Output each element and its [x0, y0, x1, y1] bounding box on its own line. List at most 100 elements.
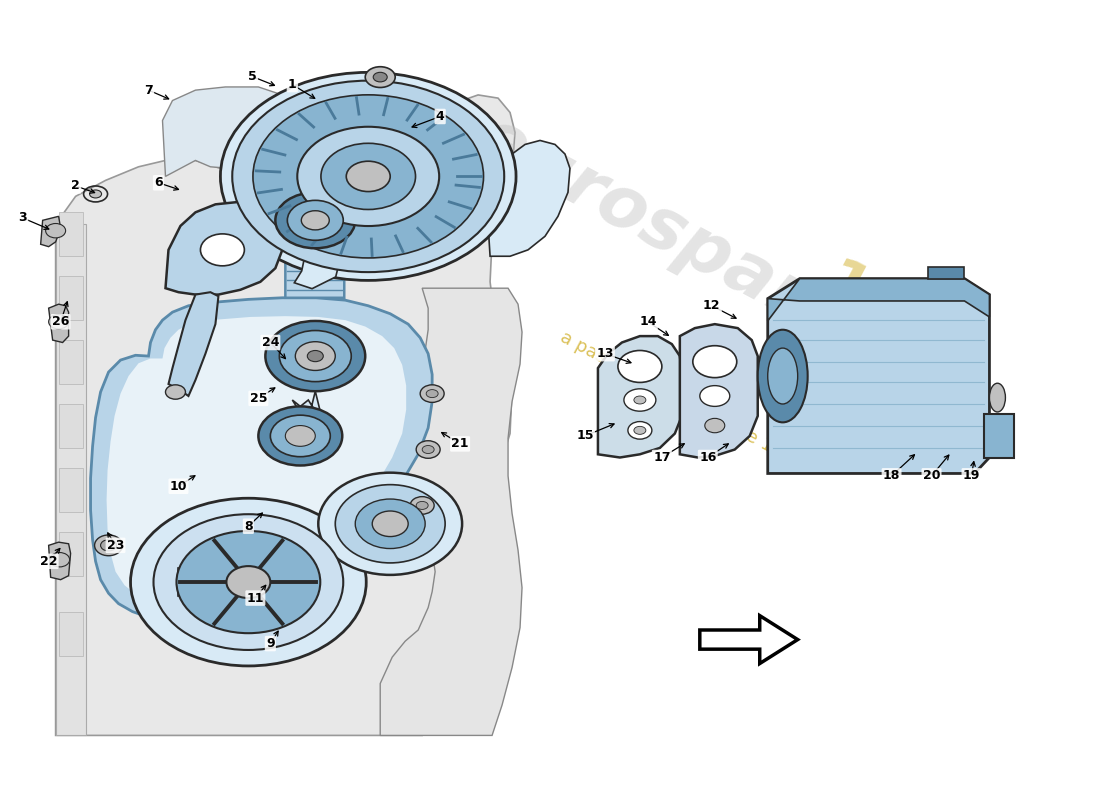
Polygon shape	[285, 222, 344, 298]
Ellipse shape	[100, 540, 117, 551]
Ellipse shape	[321, 143, 416, 210]
Ellipse shape	[165, 385, 186, 399]
Ellipse shape	[410, 497, 435, 514]
Polygon shape	[58, 276, 82, 320]
Ellipse shape	[758, 330, 807, 422]
Polygon shape	[700, 616, 798, 663]
Ellipse shape	[89, 190, 101, 198]
Text: 24: 24	[262, 336, 279, 349]
Ellipse shape	[336, 485, 446, 563]
Ellipse shape	[232, 81, 504, 272]
Text: 6: 6	[154, 176, 163, 190]
Ellipse shape	[426, 390, 438, 398]
Polygon shape	[58, 612, 82, 655]
Text: eurospares: eurospares	[464, 102, 900, 378]
Ellipse shape	[95, 535, 122, 556]
Ellipse shape	[131, 498, 366, 666]
Text: 1: 1	[288, 78, 297, 91]
Text: 5: 5	[248, 70, 256, 83]
Ellipse shape	[346, 162, 390, 191]
Text: 21: 21	[451, 438, 469, 450]
Ellipse shape	[768, 348, 798, 404]
Text: 2: 2	[72, 179, 80, 193]
Ellipse shape	[176, 531, 320, 633]
Ellipse shape	[693, 346, 737, 378]
Ellipse shape	[258, 406, 342, 466]
Text: 20: 20	[923, 470, 940, 482]
Text: 23: 23	[107, 539, 124, 552]
Polygon shape	[90, 298, 432, 620]
Ellipse shape	[634, 396, 646, 404]
Ellipse shape	[45, 223, 66, 238]
Text: 15: 15	[576, 430, 594, 442]
Polygon shape	[758, 366, 768, 394]
Ellipse shape	[48, 314, 68, 329]
Ellipse shape	[275, 192, 355, 248]
Polygon shape	[168, 292, 219, 396]
Ellipse shape	[628, 422, 652, 439]
Polygon shape	[768, 278, 989, 474]
Polygon shape	[984, 414, 1014, 458]
Ellipse shape	[297, 126, 439, 226]
Polygon shape	[58, 404, 82, 448]
Ellipse shape	[700, 386, 729, 406]
Ellipse shape	[365, 66, 395, 87]
Ellipse shape	[50, 553, 69, 567]
Polygon shape	[165, 202, 283, 294]
Ellipse shape	[634, 426, 646, 434]
Ellipse shape	[154, 514, 343, 650]
Polygon shape	[178, 568, 208, 597]
Ellipse shape	[618, 350, 662, 382]
Text: 8: 8	[244, 520, 253, 533]
Polygon shape	[293, 391, 323, 424]
Ellipse shape	[285, 426, 316, 446]
Text: 1985: 1985	[813, 254, 990, 386]
Polygon shape	[488, 141, 570, 256]
Polygon shape	[58, 532, 82, 576]
Polygon shape	[598, 336, 682, 458]
Text: 10: 10	[169, 480, 187, 493]
Polygon shape	[56, 224, 86, 735]
Ellipse shape	[318, 473, 462, 575]
Polygon shape	[58, 212, 82, 256]
Polygon shape	[58, 340, 82, 384]
Ellipse shape	[373, 72, 387, 82]
Polygon shape	[381, 288, 522, 735]
Polygon shape	[107, 316, 406, 605]
Ellipse shape	[200, 234, 244, 266]
Ellipse shape	[705, 418, 725, 433]
Polygon shape	[680, 324, 758, 458]
Text: 14: 14	[639, 315, 657, 328]
Text: 25: 25	[250, 392, 267, 405]
Ellipse shape	[420, 385, 444, 402]
Ellipse shape	[279, 330, 351, 382]
Text: 19: 19	[962, 470, 980, 482]
Ellipse shape	[271, 415, 330, 457]
Text: 11: 11	[246, 591, 264, 605]
Polygon shape	[41, 216, 60, 246]
Ellipse shape	[422, 446, 435, 454]
Ellipse shape	[227, 566, 271, 598]
Polygon shape	[48, 542, 70, 580]
Ellipse shape	[989, 383, 1005, 412]
Ellipse shape	[301, 210, 329, 230]
Polygon shape	[768, 278, 989, 321]
Ellipse shape	[372, 511, 408, 537]
Polygon shape	[295, 212, 342, 289]
Text: 16: 16	[700, 451, 716, 464]
Text: 9: 9	[266, 637, 275, 650]
Ellipse shape	[355, 499, 426, 549]
Ellipse shape	[265, 321, 365, 391]
Polygon shape	[58, 468, 82, 512]
Ellipse shape	[295, 342, 336, 370]
Text: 17: 17	[653, 451, 671, 464]
Text: 13: 13	[596, 347, 614, 360]
Ellipse shape	[253, 95, 484, 258]
Polygon shape	[927, 266, 965, 278]
Ellipse shape	[307, 350, 323, 362]
Text: 7: 7	[144, 84, 153, 97]
Text: a passion for parts since 1985: a passion for parts since 1985	[558, 328, 806, 472]
Ellipse shape	[416, 502, 428, 510]
Ellipse shape	[220, 72, 516, 280]
Text: 26: 26	[52, 315, 69, 328]
